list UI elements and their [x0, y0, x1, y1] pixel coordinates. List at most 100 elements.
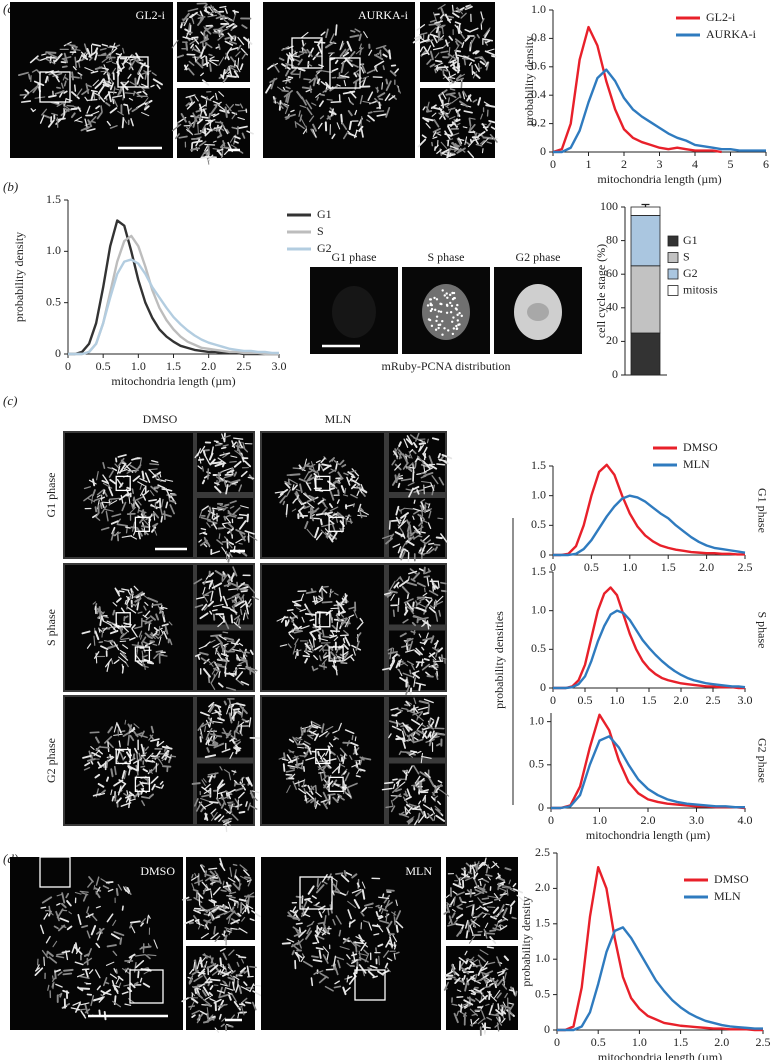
filament — [57, 88, 60, 89]
x-tick-label: 4 — [692, 157, 698, 171]
speckle — [440, 303, 442, 305]
row-label: G2 phase — [44, 738, 58, 783]
speckle — [461, 315, 463, 317]
bar-segment — [631, 333, 660, 375]
filament — [250, 967, 256, 968]
filament — [350, 519, 351, 523]
y-tick-label: 1.0 — [529, 713, 544, 727]
filament — [110, 498, 120, 499]
filament — [438, 786, 442, 787]
speckle — [443, 327, 445, 329]
speckle — [446, 305, 448, 307]
micrograph — [389, 697, 445, 758]
filament — [226, 53, 227, 56]
filament — [321, 519, 322, 524]
x-tick-label: 4.0 — [738, 813, 753, 827]
x-tick-label: 1.5 — [642, 693, 657, 707]
filament — [429, 543, 434, 544]
filament — [117, 889, 118, 895]
filament — [428, 35, 429, 38]
filament — [218, 666, 223, 667]
filament — [441, 583, 446, 584]
legend-swatch — [668, 253, 678, 263]
y-tick-label: 60 — [606, 266, 618, 280]
y-tick-label: 1.0 — [531, 487, 546, 501]
filament — [295, 122, 296, 128]
filament — [474, 870, 475, 879]
filament — [297, 897, 302, 898]
filament — [461, 1004, 462, 1011]
filament — [101, 503, 102, 508]
micrograph — [262, 565, 384, 690]
y-tick-label: 2.5 — [535, 845, 550, 859]
filament — [226, 108, 227, 118]
filament — [402, 752, 411, 753]
filament — [234, 979, 235, 986]
y-tick-label: 0 — [538, 800, 544, 814]
filament — [142, 947, 151, 948]
filament — [422, 659, 423, 665]
filament — [192, 37, 198, 38]
filament — [407, 639, 410, 640]
nucleus — [332, 286, 376, 338]
filament — [290, 768, 294, 769]
filament — [101, 106, 102, 112]
filament — [484, 980, 488, 981]
filament — [404, 794, 407, 795]
x-tick-label: 6 — [763, 157, 769, 171]
filament — [304, 767, 305, 771]
legend-label: AURKA-i — [706, 27, 757, 41]
filament — [63, 103, 64, 106]
filament — [247, 515, 248, 520]
legend-label: MLN — [683, 457, 710, 471]
filament — [327, 100, 332, 101]
image-label: MLN — [405, 864, 432, 878]
filament — [312, 956, 318, 957]
filament — [383, 894, 384, 897]
filament — [469, 901, 472, 902]
filament — [452, 5, 453, 10]
legend-swatch — [668, 286, 678, 296]
filament — [237, 665, 241, 666]
filament — [307, 466, 312, 467]
speckle — [437, 327, 439, 329]
speckle — [456, 304, 458, 306]
filament — [482, 149, 483, 153]
filament — [438, 581, 439, 587]
filament — [53, 976, 54, 979]
speckle — [431, 308, 433, 310]
y-tick-label: 0.5 — [529, 757, 544, 771]
nucleus — [422, 284, 470, 340]
filament — [339, 931, 340, 936]
filament — [498, 1004, 499, 1009]
filament — [80, 891, 88, 892]
legend-label: DMSO — [714, 872, 749, 886]
line-series — [553, 70, 766, 152]
filament — [118, 533, 119, 540]
filament — [323, 636, 329, 637]
x-tick-label: 0.5 — [578, 693, 593, 707]
filament — [242, 591, 247, 592]
filament — [245, 652, 249, 653]
x-tick-label: 0 — [554, 1035, 560, 1049]
filament — [112, 797, 113, 801]
filament — [345, 594, 346, 603]
nucleolus — [527, 303, 549, 321]
filament — [49, 96, 56, 97]
x-tick-label: 0.5 — [96, 359, 111, 373]
speckle — [449, 294, 451, 296]
filament — [409, 577, 410, 580]
filament — [509, 990, 513, 991]
filament — [450, 89, 454, 90]
filament — [181, 24, 182, 27]
panel-label: (c) — [3, 393, 17, 408]
filament — [241, 725, 242, 733]
filament — [127, 605, 128, 609]
filament — [200, 737, 201, 742]
filament — [328, 794, 335, 795]
filament — [146, 760, 153, 761]
speckle — [452, 333, 454, 335]
filament — [142, 651, 143, 655]
filament — [300, 928, 301, 933]
line-series — [553, 496, 745, 555]
